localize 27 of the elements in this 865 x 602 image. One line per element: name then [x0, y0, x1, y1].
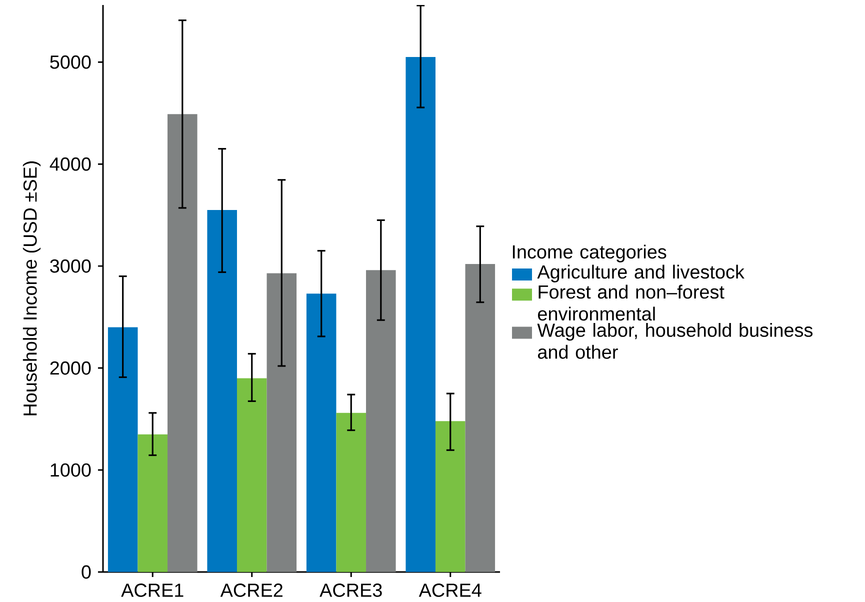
legend-title: Income categories: [512, 244, 666, 262]
y-tick-label: 1000: [50, 463, 91, 477]
bar: [406, 57, 436, 572]
y-tick-label: 4000: [50, 157, 91, 171]
y-axis-title: Household Income (USD ±SE): [22, 161, 41, 416]
y-tick-label: 3000: [50, 259, 91, 273]
bar: [306, 294, 336, 572]
legend-label: Wage labor, household business and other: [537, 322, 813, 359]
x-tick-label: ACRE1: [121, 584, 184, 597]
legend-label: Forest and non–forest environmental: [538, 284, 724, 321]
x-tick-label: ACRE4: [418, 584, 482, 597]
x-tick-label: ACRE2: [220, 584, 282, 597]
y-tick-label: 5000: [50, 55, 91, 69]
bar: [366, 270, 396, 572]
bar: [168, 114, 198, 572]
bar: [138, 434, 168, 572]
bar: [336, 412, 366, 572]
x-tick-label: ACRE3: [320, 584, 382, 597]
y-tick-label: 0: [82, 565, 91, 579]
bar: [465, 264, 496, 572]
bar: [266, 273, 297, 572]
bar: [108, 327, 138, 572]
bar: [236, 378, 267, 572]
y-tick-label: 2000: [50, 361, 91, 375]
bar: [435, 421, 466, 572]
legend-label: Agriculture and livestock: [537, 264, 744, 282]
bar: [207, 210, 237, 572]
